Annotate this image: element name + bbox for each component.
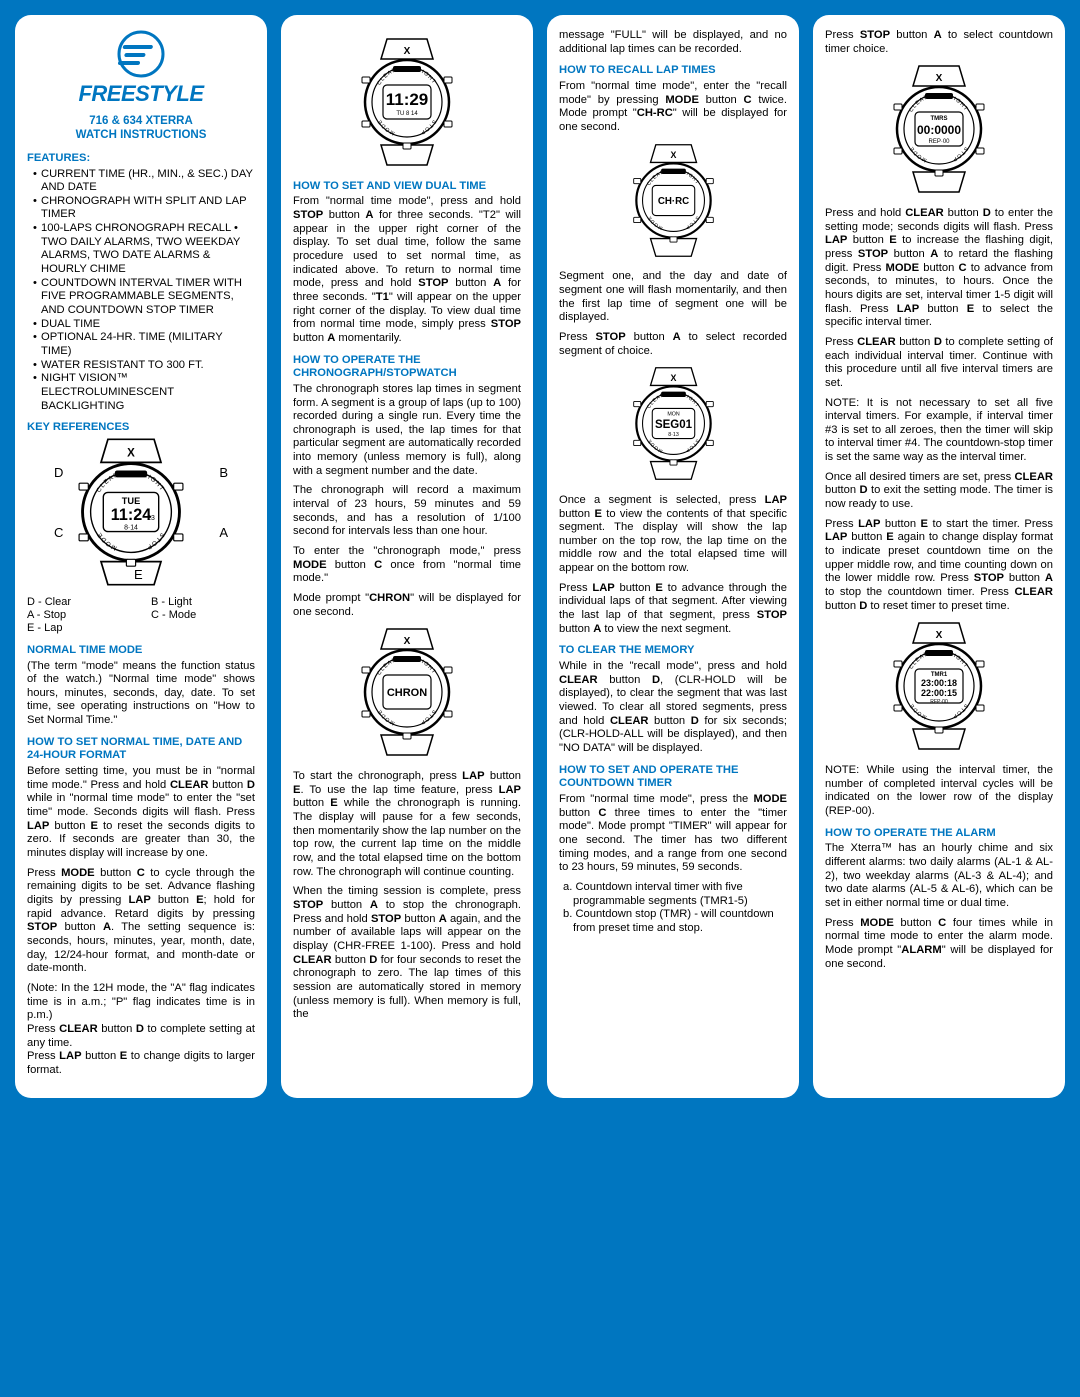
setnormal-p4: Press LAP button E to change digits to l… (27, 1050, 255, 1077)
keyref-heading: KEY REFERENCES (27, 421, 255, 435)
recall-p3: Press STOP button A to select recorded s… (559, 331, 787, 358)
cd-item-b: b. Countdown stop (TMR) - will countdown… (563, 908, 787, 935)
feature-item: NIGHT VISION™ ELECTROLUMINESCENT BACKLIG… (33, 372, 255, 413)
watch-tmrs-icon: TMRS 00:0000 REP·00 (874, 64, 1004, 194)
recall-p1: From "normal time mode", enter the "reca… (559, 80, 787, 135)
key-a-label: A (219, 525, 228, 541)
svg-text:SEG01: SEG01 (654, 419, 692, 431)
svg-text:TUE: TUE (122, 496, 140, 506)
svg-text:23: 23 (147, 515, 155, 522)
feature-item: DUAL TIME (33, 318, 255, 332)
chrono-p3: To enter the "chronograph mode," press M… (293, 545, 521, 586)
svg-text:22:00:15: 22:00:15 (921, 688, 957, 698)
recall-p4: Once a segment is selected, press LAP bu… (559, 494, 787, 576)
col4-p3: Press CLEAR button D to complete setting… (825, 336, 1053, 391)
svg-text:TU 8 14: TU 8 14 (396, 111, 418, 117)
alarm-p2: Press MODE button C four times while in … (825, 917, 1053, 972)
recall-p5: Press LAP button E to advance through th… (559, 582, 787, 637)
key-e-label: E (134, 567, 143, 583)
svg-text:23:00:18: 23:00:18 (921, 678, 957, 688)
feature-item: WATER RESISTANT TO 300 FT. (33, 359, 255, 373)
feature-item: COUNTDOWN INTERVAL TIMER WITH FIVE PROGR… (33, 277, 255, 318)
key-legend: D - Clear A - Stop E - Lap B - Light C -… (27, 596, 255, 636)
page: FREESTYLE 716 & 634 XTERRA WATCH INSTRUC… (15, 15, 1065, 1098)
clear-heading: TO CLEAR THE MEMORY (559, 644, 787, 658)
features-list: CURRENT TIME (HR., MIN., & SEC.) DAY AND… (27, 168, 255, 414)
cd-list: a. Countdown interval timer with five pr… (559, 881, 787, 936)
col4-p2: Press and hold CLEAR button D to enter t… (825, 207, 1053, 330)
legend-b: B - Light (151, 596, 255, 609)
col4-p6: Press LAP button E to start the timer. P… (825, 518, 1053, 614)
cd-p1: From "normal time mode", press the MODE … (559, 793, 787, 875)
dual-heading: HOW TO SET AND VIEW DUAL TIME (293, 180, 521, 194)
svg-text:CHRON: CHRON (387, 687, 427, 699)
alarm-p1: The Xterra™ has an hourly chime and six … (825, 842, 1053, 910)
feature-item: CHRONOGRAPH WITH SPLIT AND LAP TIMER (33, 195, 255, 222)
chrono-p4: Mode prompt "CHRON" will be displayed fo… (293, 592, 521, 619)
title-line-1: 716 & 634 XTERRA (89, 115, 193, 127)
brand-name: FREESTYLE (27, 81, 255, 108)
setnormal-p3: Press CLEAR button D to complete setting… (27, 1023, 255, 1050)
svg-text:CH·RC: CH·RC (657, 196, 688, 207)
setnormal-heading: HOW TO SET NORMAL TIME, DATE AND 24-HOUR… (27, 736, 255, 763)
svg-text:11:29: 11:29 (386, 90, 429, 109)
normal-para: (The term "mode" means the function stat… (27, 660, 255, 728)
feature-item: OPTIONAL 24-HR. TIME (MILITARY TIME) (33, 331, 255, 358)
col4-p4: NOTE: It is not necessary to set all fiv… (825, 397, 1053, 465)
watch-tmr1-icon: TMR1 23:00:18 22:00:15 REP·00 (874, 621, 1004, 751)
chrono-p2: The chronograph will record a maximum in… (293, 484, 521, 539)
chrono-p6: When the timing session is complete, pre… (293, 885, 521, 1022)
svg-text:8·13: 8·13 (668, 432, 679, 438)
column-2: 11:29 TU 8 14 HOW TO SET AND VIEW DUAL T… (281, 15, 533, 1098)
key-reference-figure: D B C A E TUE 11:24 23 8·14 (56, 437, 226, 592)
recall-heading: HOW TO RECALL LAP TIMES (559, 64, 787, 78)
watch-seg-icon: MON SEG01 8·13 (616, 366, 731, 481)
feature-item: 100-LAPS CHRONOGRAPH RECALL • TWO DAILY … (33, 222, 255, 277)
column-1: FREESTYLE 716 & 634 XTERRA WATCH INSTRUC… (15, 15, 267, 1098)
dual-p1: From "normal time mode", press and hold … (293, 195, 521, 345)
key-b-label: B (219, 465, 228, 481)
feature-item: CURRENT TIME (HR., MIN., & SEC.) DAY AND… (33, 168, 255, 195)
logo: FREESTYLE (27, 29, 255, 108)
col4-p5: Once all desired timers are set, press C… (825, 471, 1053, 512)
alarm-heading: HOW TO OPERATE THE ALARM (825, 827, 1053, 841)
cd-heading: HOW TO SET AND OPERATE THE COUNTDOWN TIM… (559, 764, 787, 791)
clear-p: While in the "recall mode", press and ho… (559, 660, 787, 756)
col3-top: message "FULL" will be displayed, and no… (559, 29, 787, 56)
recall-p2: Segment one, and the day and date of seg… (559, 270, 787, 325)
chrono-heading: HOW TO OPERATE THE CHRONOGRAPH/STOPWATCH (293, 354, 521, 381)
watch-chron-icon: CHRON (342, 627, 472, 757)
normal-heading: NORMAL TIME MODE (27, 644, 255, 658)
legend-d: D - Clear (27, 596, 131, 609)
watch-chrc-icon: CH·RC (616, 143, 731, 258)
svg-text:MON: MON (667, 412, 680, 418)
watch-time-icon: 11:29 TU 8 14 (342, 37, 472, 167)
cd-item-a: a. Countdown interval timer with five pr… (563, 881, 787, 908)
svg-text:11:24: 11:24 (111, 506, 151, 524)
col4-top: Press STOP button A to select countdown … (825, 29, 1053, 56)
column-3: message "FULL" will be displayed, and no… (547, 15, 799, 1098)
legend-e: E - Lap (27, 622, 131, 635)
svg-text:TMRS: TMRS (931, 116, 948, 122)
setnormal-p2: Press MODE button C to cycle through the… (27, 867, 255, 976)
legend-a: A - Stop (27, 609, 131, 622)
setnormal-note: (Note: In the 12H mode, the "A" flag ind… (27, 982, 255, 1023)
key-c-label: C (54, 525, 63, 541)
svg-text:00:0000: 00:0000 (917, 123, 961, 137)
svg-text:8·14: 8·14 (124, 524, 138, 531)
svg-text:REP·00: REP·00 (928, 139, 950, 145)
column-4: Press STOP button A to select countdown … (813, 15, 1065, 1098)
key-d-label: D (54, 465, 63, 481)
legend-c: C - Mode (151, 609, 255, 622)
col4-p7: NOTE: While using the interval timer, th… (825, 764, 1053, 819)
title-line-2: WATCH INSTRUCTIONS (76, 129, 207, 141)
chrono-p5: To start the chronograph, press LAP butt… (293, 770, 521, 879)
chrono-p1: The chronograph stores lap times in segm… (293, 383, 521, 479)
features-heading: FEATURES: (27, 152, 255, 166)
watch-keyref-icon: TUE 11:24 23 8·14 (56, 437, 206, 587)
setnormal-p1: Before setting time, you must be in "nor… (27, 765, 255, 861)
svg-text:REP·00: REP·00 (930, 699, 948, 705)
logo-mark-icon (116, 29, 166, 79)
